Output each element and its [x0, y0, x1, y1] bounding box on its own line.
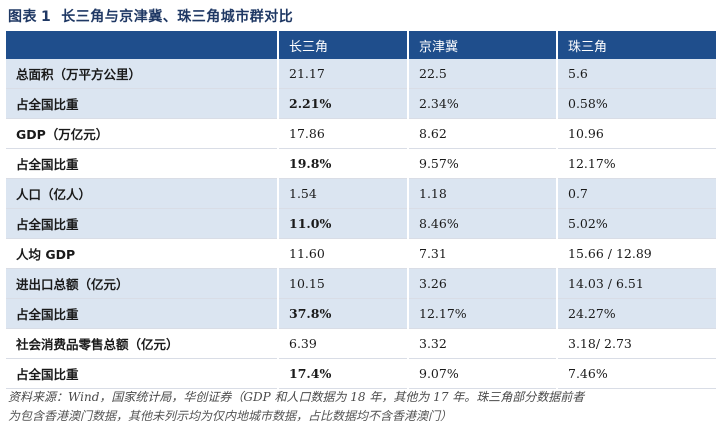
cell-value: 10.15 [277, 268, 408, 299]
cell-value: 5.02% [556, 208, 716, 239]
table-row: 占全国比重 2.21% 2.34% 0.58% [6, 88, 716, 119]
table-row: 人口（亿人） 1.54 1.18 0.7 [6, 178, 716, 209]
figure-number: 1 [41, 9, 52, 25]
header-jingjinji: 京津冀 [407, 31, 557, 59]
figure-title: 图表 1 长三角与京津冀、珠三角城市群对比 [8, 6, 293, 26]
cell-value: 17.4% [277, 358, 408, 389]
table-row: GDP（万亿元） 17.86 8.62 10.96 [6, 118, 716, 149]
cell-value: 10.96 [556, 118, 716, 149]
row-label: 进出口总额（亿元） [6, 268, 278, 299]
table-row: 占全国比重 19.8% 9.57% 12.17% [6, 148, 716, 179]
header-pearl-delta: 珠三角 [556, 31, 716, 59]
cell-value: 1.18 [407, 178, 557, 209]
figure-title-text: 长三角与京津冀、珠三角城市群对比 [61, 9, 294, 25]
cell-value: 24.27% [556, 298, 716, 329]
cell-value: 14.03 / 6.51 [556, 268, 716, 299]
comparison-table: 长三角 京津冀 珠三角 总面积（万平方公里） 21.17 22.5 5.6 占全国比重 2… [6, 31, 716, 389]
cell-value: 17.86 [277, 118, 408, 149]
cell-value: 15.66 / 12.89 [556, 238, 716, 269]
table-row: 占全国比重 17.4% 9.07% 7.46% [6, 358, 716, 389]
row-label: 社会消费品零售总额（亿元） [6, 328, 278, 359]
table-row: 占全国比重 11.0% 8.46% 5.02% [6, 208, 716, 239]
source-note-line-1: 资料来源：Wind，国家统计局，华创证券（GDP 和人口数据为 18 年，其他为… [8, 390, 585, 404]
cell-value: 12.17% [407, 298, 557, 329]
table-row: 人均 GDP 11.60 7.31 15.66 / 12.89 [6, 238, 716, 269]
row-label: 占全国比重 [6, 208, 278, 239]
cell-value: 21.17 [277, 59, 408, 89]
table-row: 总面积（万平方公里） 21.17 22.5 5.6 [6, 59, 716, 89]
cell-value: 5.6 [556, 59, 716, 89]
cell-value: 1.54 [277, 178, 408, 209]
row-label: 人均 GDP [6, 238, 278, 269]
cell-value: 7.31 [407, 238, 557, 269]
header-blank [6, 31, 278, 59]
row-label: 占全国比重 [6, 358, 278, 389]
cell-value: 3.18/ 2.73 [556, 328, 716, 359]
table-row: 进出口总额（亿元） 10.15 3.26 14.03 / 6.51 [6, 268, 716, 299]
cell-value: 3.32 [407, 328, 557, 359]
cell-value: 0.7 [556, 178, 716, 209]
figure-title-prefix: 图表 [8, 9, 37, 25]
cell-value: 9.57% [407, 148, 557, 179]
row-label: 人口（亿人） [6, 178, 278, 209]
cell-value: 0.58% [556, 88, 716, 119]
source-note-line-2: 为包含香港澳门数据，其他未列示均为仅内地城市数据，占比数据均不含香港澳门） [8, 409, 453, 423]
cell-value: 12.17% [556, 148, 716, 179]
cell-value: 37.8% [277, 298, 408, 329]
row-label: 占全国比重 [6, 298, 278, 329]
cell-value: 8.46% [407, 208, 557, 239]
cell-value: 7.46% [556, 358, 716, 389]
row-label: GDP（万亿元） [6, 118, 278, 149]
cell-value: 9.07% [407, 358, 557, 389]
cell-value: 8.62 [407, 118, 557, 149]
cell-value: 2.34% [407, 88, 557, 119]
table-row: 社会消费品零售总额（亿元） 6.39 3.32 3.18/ 2.73 [6, 328, 716, 359]
table-row: 占全国比重 37.8% 12.17% 24.27% [6, 298, 716, 329]
cell-value: 3.26 [407, 268, 557, 299]
header-yangtze-delta: 长三角 [277, 31, 408, 59]
cell-value: 22.5 [407, 59, 557, 89]
cell-value: 2.21% [277, 88, 408, 119]
cell-value: 11.60 [277, 238, 408, 269]
row-label: 总面积（万平方公里） [6, 59, 278, 89]
cell-value: 19.8% [277, 148, 408, 179]
cell-value: 6.39 [277, 328, 408, 359]
row-label: 占全国比重 [6, 88, 278, 119]
table-header-row: 长三角 京津冀 珠三角 [6, 31, 716, 59]
source-note: 资料来源：Wind，国家统计局，华创证券（GDP 和人口数据为 18 年，其他为… [8, 388, 714, 426]
row-label: 占全国比重 [6, 148, 278, 179]
cell-value: 11.0% [277, 208, 408, 239]
